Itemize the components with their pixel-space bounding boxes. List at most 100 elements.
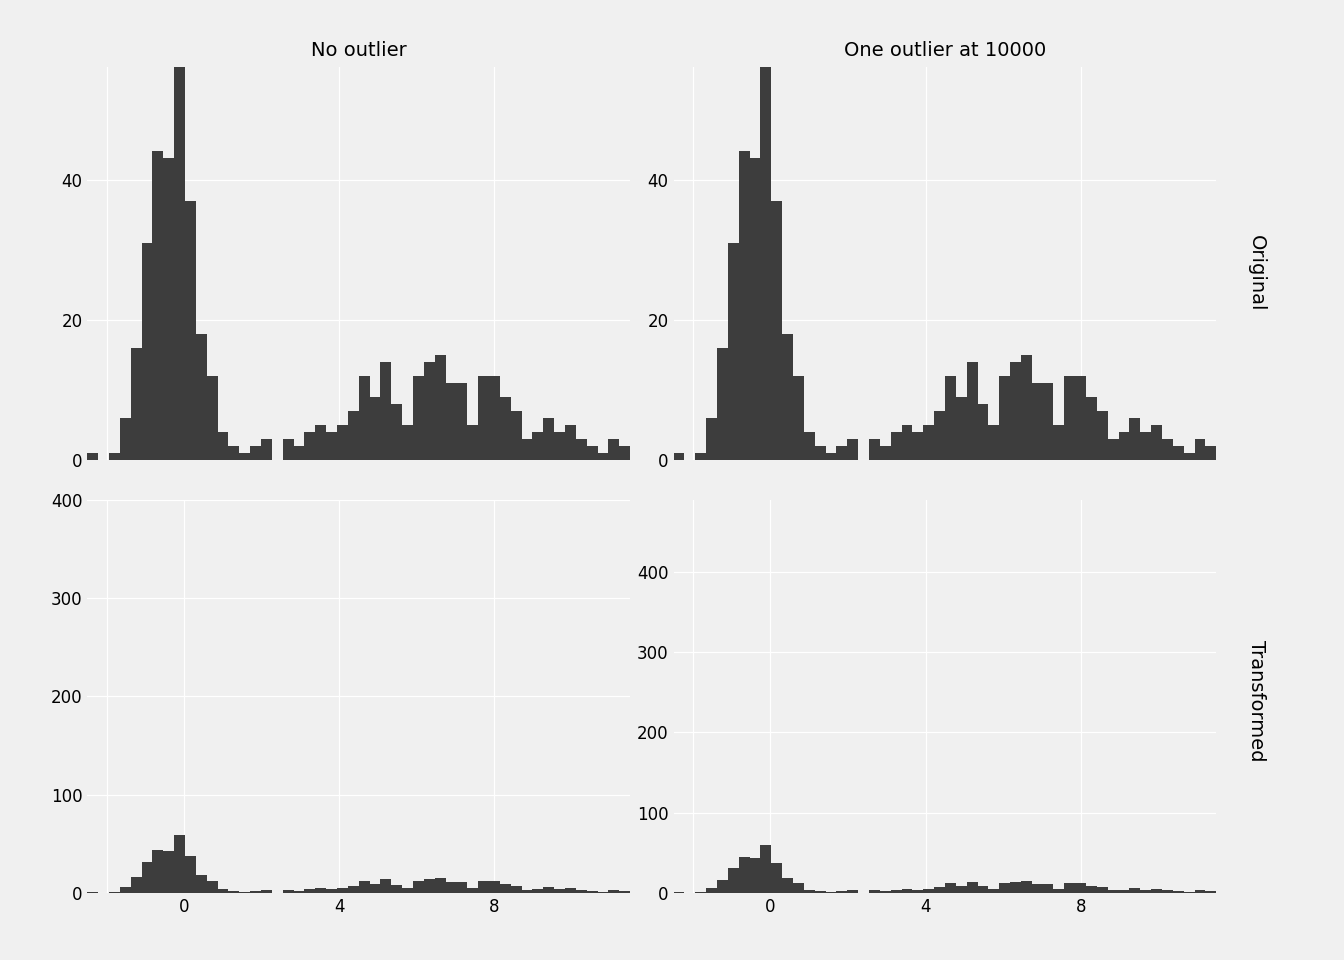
Bar xyxy=(956,885,966,893)
Bar xyxy=(554,432,564,461)
Bar xyxy=(728,868,739,893)
Bar xyxy=(413,881,423,893)
Bar xyxy=(446,882,457,893)
Bar xyxy=(880,891,891,893)
Bar xyxy=(1107,440,1118,461)
Bar xyxy=(196,334,207,461)
Bar xyxy=(836,891,847,893)
Bar xyxy=(511,886,521,893)
Bar xyxy=(988,425,999,461)
Bar xyxy=(761,46,771,461)
Bar xyxy=(598,453,609,461)
Bar xyxy=(1129,419,1140,461)
Bar xyxy=(196,876,207,893)
Bar xyxy=(706,888,716,893)
Bar xyxy=(305,432,316,461)
Bar xyxy=(261,890,271,893)
Bar xyxy=(836,446,847,461)
Bar xyxy=(228,891,239,893)
Bar xyxy=(1173,891,1184,893)
Bar xyxy=(814,891,825,893)
Bar xyxy=(587,446,598,461)
Bar xyxy=(423,362,434,461)
Bar xyxy=(434,355,446,461)
Bar xyxy=(402,425,413,461)
Bar xyxy=(218,432,228,461)
Bar xyxy=(913,890,923,893)
Bar xyxy=(1064,376,1075,461)
Bar xyxy=(1054,425,1064,461)
Bar xyxy=(1032,884,1043,893)
Bar xyxy=(185,201,196,461)
Bar xyxy=(716,348,728,461)
Bar xyxy=(1086,397,1097,461)
Bar xyxy=(1097,411,1107,461)
Bar xyxy=(620,891,630,893)
Bar xyxy=(620,446,630,461)
Bar xyxy=(923,889,934,893)
Bar xyxy=(228,446,239,461)
Bar xyxy=(141,243,152,461)
Bar xyxy=(130,877,141,893)
Bar xyxy=(87,892,98,893)
Bar xyxy=(532,432,543,461)
Bar xyxy=(1163,890,1173,893)
Bar xyxy=(554,889,564,893)
Bar xyxy=(1075,883,1086,893)
Bar xyxy=(782,334,793,461)
Bar xyxy=(457,383,468,461)
Bar xyxy=(478,881,489,893)
Bar xyxy=(316,425,327,461)
Bar xyxy=(250,446,261,461)
Bar xyxy=(1118,432,1129,461)
Bar xyxy=(152,152,164,461)
Bar xyxy=(771,863,782,893)
Bar xyxy=(207,881,218,893)
Bar xyxy=(185,856,196,893)
Bar xyxy=(1107,890,1118,893)
Bar xyxy=(1054,889,1064,893)
Bar xyxy=(1195,440,1206,461)
Bar xyxy=(348,411,359,461)
Bar xyxy=(814,446,825,461)
Bar xyxy=(825,453,836,461)
Bar xyxy=(771,201,782,461)
Bar xyxy=(1206,446,1216,461)
Bar xyxy=(750,158,761,461)
Bar xyxy=(1011,881,1021,893)
Bar xyxy=(305,889,316,893)
Bar xyxy=(999,376,1011,461)
Bar xyxy=(695,453,706,461)
Bar xyxy=(782,878,793,893)
Bar xyxy=(489,376,500,461)
Bar xyxy=(793,376,804,461)
Bar xyxy=(543,419,554,461)
Bar xyxy=(564,425,575,461)
Bar xyxy=(1152,425,1163,461)
Bar xyxy=(1032,383,1043,461)
Bar xyxy=(282,440,293,461)
Bar xyxy=(891,432,902,461)
Bar xyxy=(468,888,478,893)
Bar xyxy=(1075,376,1086,461)
Bar xyxy=(966,362,977,461)
Bar xyxy=(521,890,532,893)
Bar xyxy=(1021,355,1032,461)
Bar xyxy=(175,46,185,461)
Bar xyxy=(152,850,164,893)
Bar xyxy=(446,383,457,461)
Bar xyxy=(359,376,370,461)
Bar xyxy=(1118,890,1129,893)
Bar xyxy=(609,440,620,461)
Bar xyxy=(141,862,152,893)
Bar xyxy=(337,425,348,461)
Bar xyxy=(804,432,814,461)
Bar xyxy=(609,890,620,893)
Bar xyxy=(1011,362,1021,461)
Bar xyxy=(489,881,500,893)
Bar xyxy=(391,885,402,893)
Bar xyxy=(468,425,478,461)
Bar xyxy=(521,440,532,461)
Bar xyxy=(1086,885,1097,893)
Bar xyxy=(1043,884,1054,893)
